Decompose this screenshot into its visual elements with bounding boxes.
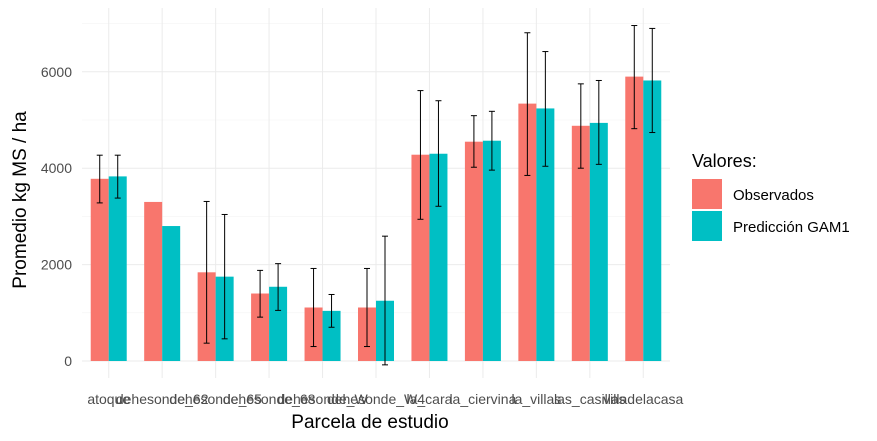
x-tick-label: dehesonde_68 [223,391,316,407]
legend-title: Valores: [692,151,757,171]
bar-observados [251,293,270,361]
y-tick-labels: 0 2000 4000 6000 [41,64,72,369]
legend: Valores: Observados Predicción GAM1 [692,151,850,241]
bar-prediccion [162,226,181,361]
legend-label-prediccion: Predicción GAM1 [733,219,850,236]
y-tick-label: 2000 [41,257,72,273]
x-tick-label: la_villas [511,391,561,407]
error-bars [96,25,656,366]
bar-observados [571,125,590,361]
x-tick-label: villadelacasa [603,391,683,407]
x-tick-label: las_casillas [554,391,626,407]
x-tick-label: la_ciervina [449,391,516,407]
legend-label-observados: Observados [733,187,814,204]
y-tick-label: 6000 [41,64,72,80]
x-tick-label: dehesonde_W [277,391,368,407]
bar-prediccion [589,122,608,361]
y-tick-label: 0 [64,353,72,369]
legend-swatch-observados [692,179,722,209]
bar-prediccion [643,80,662,361]
x-tick-label: dehesonde_W4 [327,391,425,407]
x-tick-label: atoque [87,391,130,407]
bar-observados [464,141,483,361]
legend-swatch-prediccion [692,211,722,241]
y-tick-label: 4000 [41,160,72,176]
bar-observados [144,201,163,361]
bar-prediccion [322,310,341,361]
y-axis-title: Promedio kg MS / ha [10,111,31,289]
x-tick-label: dehesonde_65 [169,391,262,407]
bar-observados [90,178,109,361]
bar-prediccion [429,153,448,361]
bar-prediccion [269,286,288,361]
x-tick-labels: atoquedehesonde_62dehesonde_65dehesonde_… [87,391,683,407]
bars [90,76,662,362]
bar-observados [411,154,430,361]
x-tick-label: dehesonde_62 [116,391,209,407]
x-tick-label: la_cara [406,391,452,407]
bar-prediccion [108,176,127,361]
x-axis-title: Parcela de estudio [291,412,448,433]
bar-observados [625,76,644,362]
bar-prediccion [536,108,555,361]
bar-prediccion [482,140,501,361]
bar-observados [518,103,537,361]
